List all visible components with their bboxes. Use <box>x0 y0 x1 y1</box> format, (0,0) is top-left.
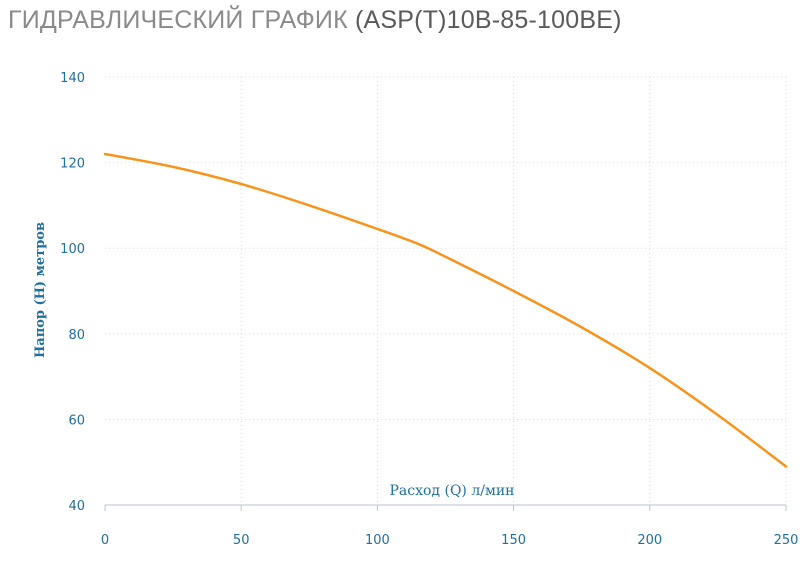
y-tick-100: 100 <box>60 242 85 257</box>
page-title-prefix: ГИДРАВЛИЧЕСКИЙ ГРАФИК <box>8 6 348 34</box>
y-tick-60: 60 <box>68 413 85 428</box>
grid <box>105 76 787 505</box>
axes <box>104 504 787 511</box>
series-line-0 <box>103 152 788 468</box>
y-tick-40: 40 <box>68 499 85 514</box>
x-tick-100: 100 <box>365 533 390 548</box>
page-title: ГИДРАВЛИЧЕСКИЙ ГРАФИК (ASP(T)10B-85-100B… <box>8 6 622 35</box>
y-tick-80: 80 <box>68 328 85 343</box>
x-axis-label: Расход (Q) л/мин <box>389 483 514 499</box>
y-tick-140: 140 <box>60 71 85 86</box>
y-tick-120: 120 <box>60 157 85 172</box>
x-tick-50: 50 <box>233 533 250 548</box>
page-title-model: (ASP(T)10B-85-100BE) <box>355 6 622 34</box>
x-tick-0: 0 <box>101 533 109 548</box>
x-tick-200: 200 <box>637 533 662 548</box>
tick-labels: 40 60 80 100 120 140 0 50 100 150 200 250 <box>60 71 798 548</box>
x-tick-150: 150 <box>501 533 526 548</box>
x-tick-250: 250 <box>774 533 799 548</box>
series-layer <box>103 152 788 468</box>
y-axis-label: Напор (H) метров <box>33 222 48 358</box>
